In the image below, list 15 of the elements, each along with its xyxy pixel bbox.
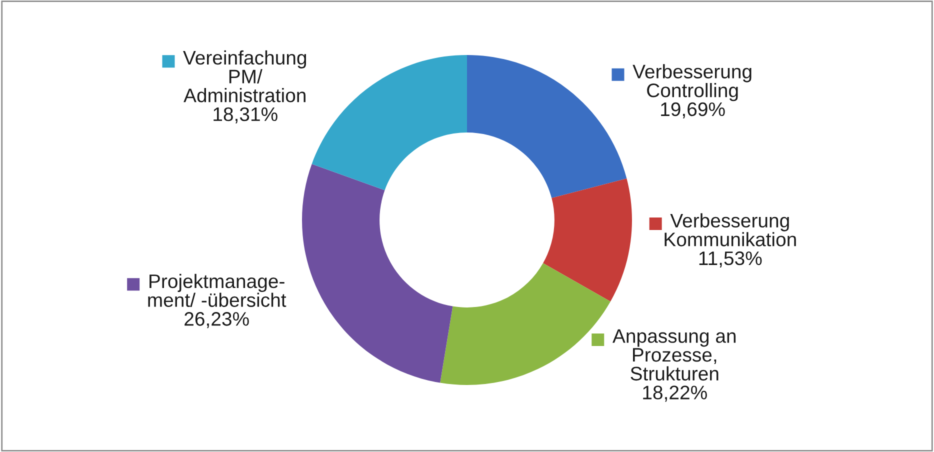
data-label: 18,22% xyxy=(643,386,707,402)
legend-label: Anpassung an Prozesse, Strukturen xyxy=(612,329,736,381)
donut-slice xyxy=(302,164,453,383)
donut-slice xyxy=(467,55,627,198)
legend-label: Vereinfachung PM/ Administration xyxy=(183,50,306,102)
donut-slice xyxy=(543,178,632,302)
donut-slice xyxy=(312,55,467,190)
legend-label: Verbesserung Controlling xyxy=(632,64,752,102)
data-label: 19,69% xyxy=(661,102,725,118)
data-label: 26,23% xyxy=(184,312,249,328)
data-label: 18,31% xyxy=(214,107,278,124)
legend-label: Verbesserung Kommunikation xyxy=(664,213,796,246)
donut-slice xyxy=(440,263,610,385)
data-label: 11,53% xyxy=(699,251,762,268)
legend-label: Projektmanage- ment/ -übersicht xyxy=(148,274,286,307)
